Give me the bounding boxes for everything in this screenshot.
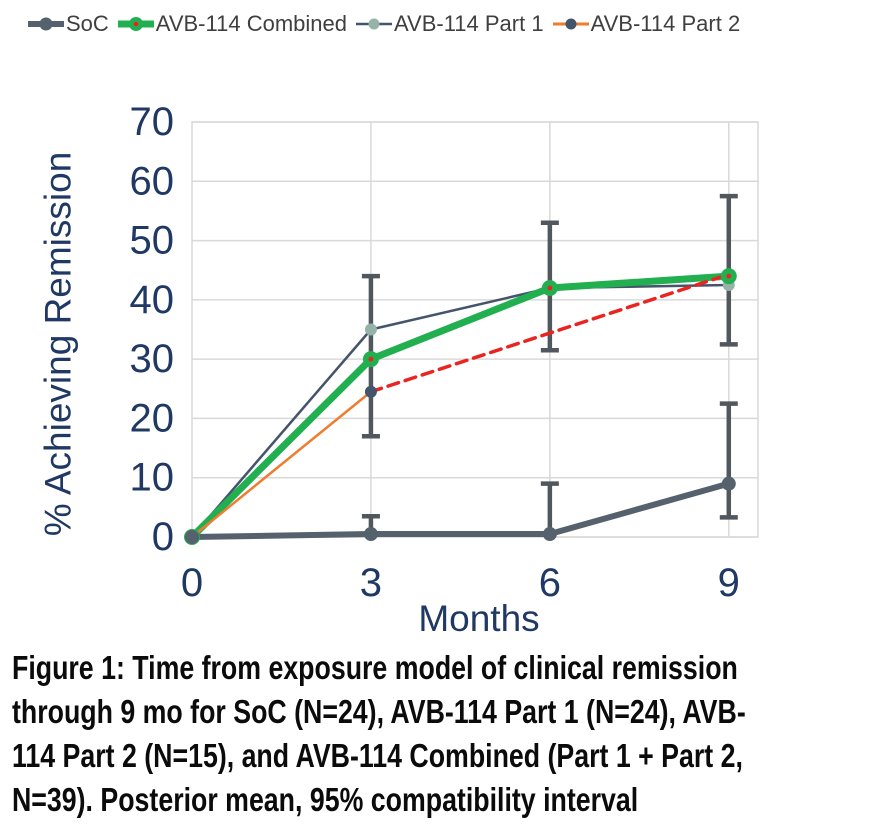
caption-line: Figure 1: Time from exposure model of cl… <box>12 649 738 686</box>
legend-swatch-icon <box>355 18 392 30</box>
legend-label: AVB-114 Part 1 <box>393 11 544 36</box>
legend-swatch-icon <box>28 17 64 31</box>
y-tick-label: 20 <box>130 396 175 440</box>
caption-line: 114 Part 2 (N=15), and AVB-114 Combined … <box>12 737 743 774</box>
legend-item-soc: SoC <box>28 11 118 37</box>
series-line-avb-114-part-2 <box>190 272 731 539</box>
series-line-avb-114-part-1 <box>190 283 731 539</box>
y-tick-label: 70 <box>130 100 175 144</box>
legend-item-avb-114-part-1: AVB-114 Part 1 <box>355 11 553 37</box>
legend-swatch-icon <box>552 18 589 30</box>
y-axis-title: % Achieving Remission <box>38 152 79 537</box>
y-tick-label: 50 <box>130 219 175 263</box>
y-tick-label: 40 <box>130 278 175 322</box>
x-tick-label: 0 <box>181 561 203 605</box>
y-tick-label: 30 <box>130 337 175 381</box>
y-tick-label: 60 <box>130 159 175 203</box>
x-tick-label: 9 <box>718 561 740 605</box>
series-line-soc <box>189 480 732 540</box>
axis-tick-labels: 0 10 20 30 40 50 60 70 0 3 6 9 <box>130 100 740 605</box>
legend-swatch-icon <box>117 17 154 31</box>
x-tick-label: 6 <box>539 561 561 605</box>
legend-label: AVB-114 Combined <box>155 11 347 36</box>
chart-legend: SoC AVB-114 Combined AVB-114 Part 1 AVB-114… <box>28 11 749 37</box>
chart-area: 0 10 20 30 40 50 60 70 0 3 6 9 Months % Achieving Rem… <box>38 100 759 639</box>
y-tick-label: 10 <box>130 456 175 500</box>
figure-caption: Figure 1: Time from exposure model of cl… <box>12 646 872 822</box>
gridlines <box>191 121 759 538</box>
y-tick-label: 0 <box>152 515 174 559</box>
caption-line: N=39). Posterior mean, 95% compatibility… <box>12 781 639 818</box>
legend-item-avb-114-part-2: AVB-114 Part 2 <box>552 11 750 37</box>
legend-item-avb-114-combined: AVB-114 Combined <box>117 11 356 37</box>
remission-chart: 0 10 20 30 40 50 60 70 0 3 6 9 Months % Achieving Rem… <box>38 100 759 639</box>
legend-label: SoC <box>66 11 109 36</box>
caption-line: through 9 mo for SoC (N=24), AVB-114 Par… <box>12 693 746 730</box>
series-markers-soc <box>185 476 736 544</box>
x-axis-title: Months <box>418 598 539 639</box>
legend-label: AVB-114 Part 2 <box>590 11 741 36</box>
x-tick-label: 3 <box>360 561 382 605</box>
series-line-avb-114-combined <box>188 272 733 541</box>
